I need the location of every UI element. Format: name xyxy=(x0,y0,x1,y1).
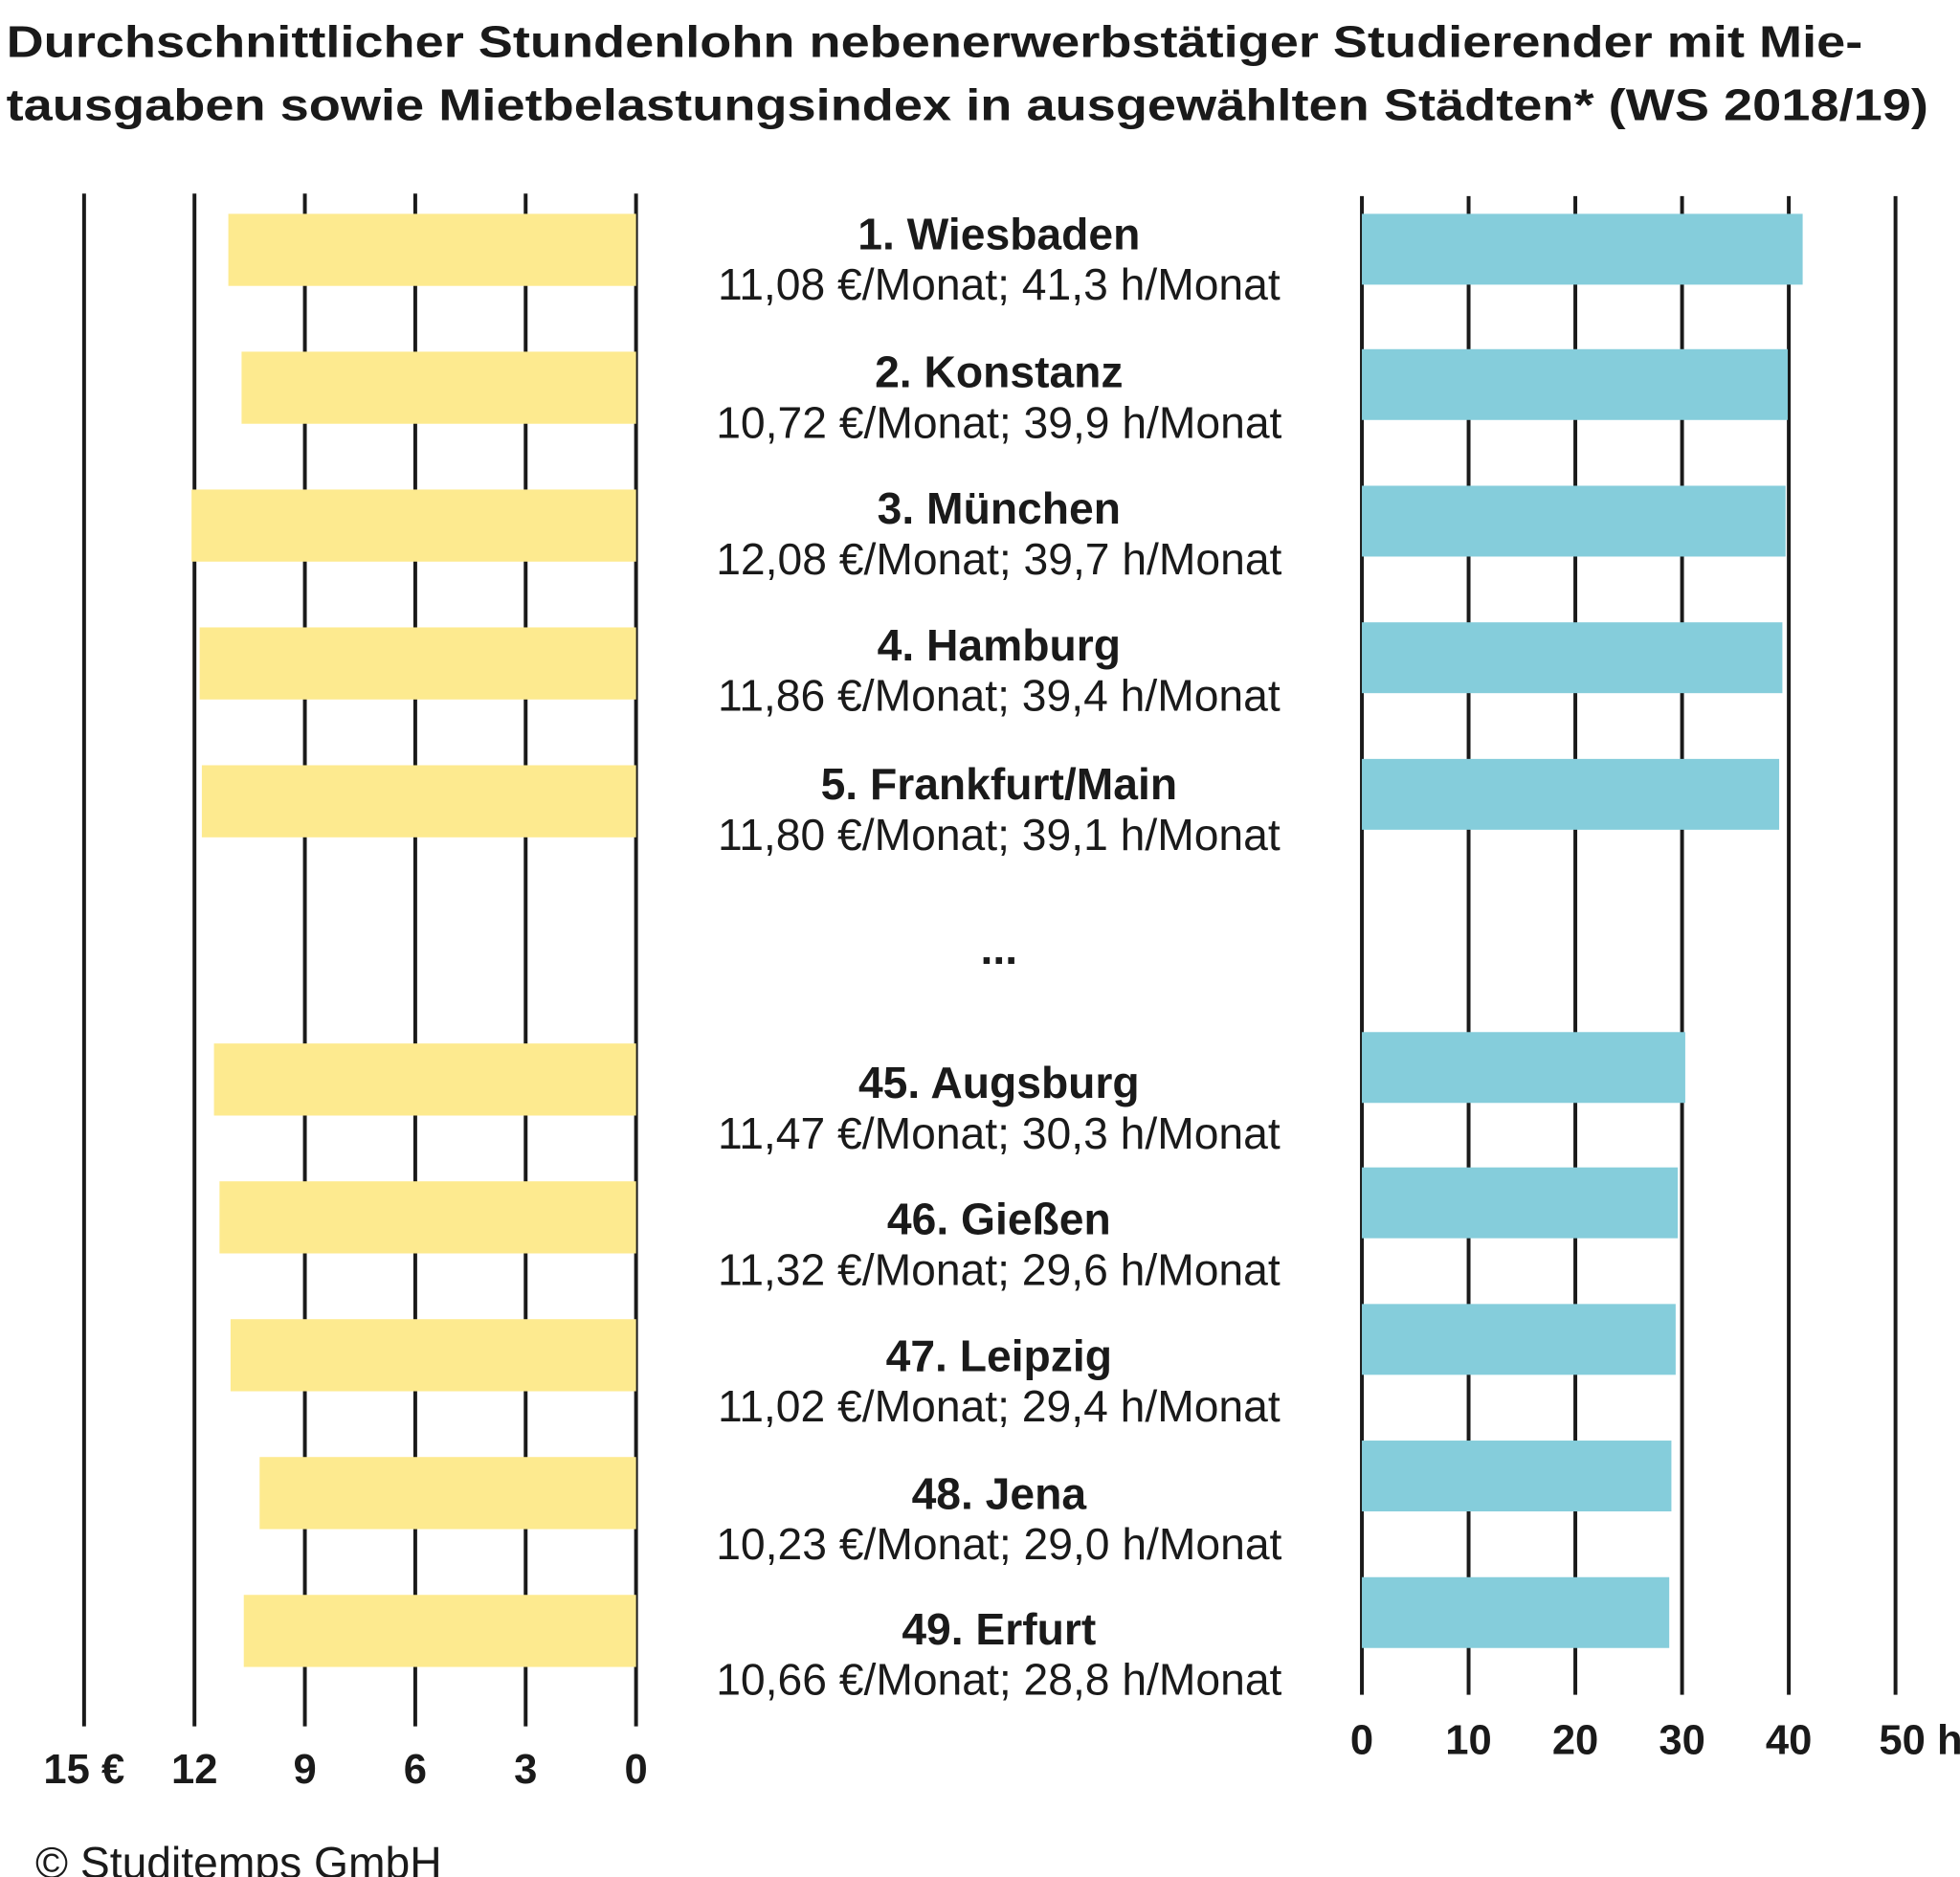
source-copyright: © Studitemps GmbH xyxy=(35,1838,442,1877)
city-name: 2. Konstanz xyxy=(875,346,1123,396)
bar-rent-hours xyxy=(1362,213,1803,285)
city-values: 10,66 €/Monat; 28,8 h/Monat xyxy=(716,1655,1281,1705)
city-values: 11,80 €/Monat; 39,1 h/Monat xyxy=(718,810,1281,860)
chart-title-line-1: Durchschnittlicher Stundenlohn nebenerwe… xyxy=(7,17,1863,67)
city-values: 11,47 €/Monat; 30,3 h/Monat xyxy=(718,1108,1281,1158)
bar-rent-hours xyxy=(1362,1441,1672,1512)
bar-rent-hours xyxy=(1362,348,1788,420)
city-values: 10,23 €/Monat; 29,0 h/Monat xyxy=(716,1519,1281,1569)
city-values: 11,08 €/Monat; 41,3 h/Monat xyxy=(718,259,1281,309)
city-name: 5. Frankfurt/Main xyxy=(821,759,1178,809)
tick-label-left: 0 xyxy=(624,1747,647,1793)
tick-label-left: 9 xyxy=(293,1747,316,1793)
city-name: 48. Jena xyxy=(912,1468,1087,1518)
tick-label-right: 50 h xyxy=(1879,1718,1960,1764)
tick-label-left: 3 xyxy=(514,1747,537,1793)
tick-label-right: 20 xyxy=(1552,1718,1599,1764)
bar-hourly-wage xyxy=(219,1181,636,1254)
bar-hourly-wage xyxy=(241,351,636,424)
bar-rent-hours xyxy=(1362,485,1786,557)
axis-ticks: 15 €12 9 6 3 00 10 20 30 40 50 h xyxy=(43,1718,1960,1793)
bar-hourly-wage xyxy=(228,213,636,286)
tick-label-right: 30 xyxy=(1659,1718,1705,1764)
city-values: 11,86 €/Monat; 39,4 h/Monat xyxy=(718,671,1281,721)
tick-label-right: 0 xyxy=(1350,1718,1373,1764)
bar-hourly-wage xyxy=(230,1319,636,1392)
tick-label-left: 15 € xyxy=(43,1747,124,1793)
bar-rent-hours xyxy=(1362,1032,1685,1104)
gap-ellipsis: ... xyxy=(981,924,1018,973)
tick-label-left: 6 xyxy=(404,1747,427,1793)
bar-hourly-wage xyxy=(191,489,636,562)
bars xyxy=(191,213,1803,1667)
city-values: 11,02 €/Monat; 29,4 h/Monat xyxy=(718,1381,1281,1431)
city-name: 47. Leipzig xyxy=(886,1330,1112,1380)
tick-label-left: 12 xyxy=(171,1747,218,1793)
bar-rent-hours xyxy=(1362,622,1783,694)
bar-rent-hours xyxy=(1362,758,1780,830)
bar-hourly-wage xyxy=(199,627,636,700)
city-name: 49. Erfurt xyxy=(902,1604,1096,1654)
bar-hourly-wage xyxy=(259,1457,636,1530)
tick-label-right: 40 xyxy=(1766,1718,1813,1764)
city-name: 3. München xyxy=(878,483,1121,533)
bar-rent-hours xyxy=(1362,1576,1670,1648)
city-values: 12,08 €/Monat; 39,7 h/Monat xyxy=(716,534,1281,584)
city-values: 10,72 €/Monat; 39,9 h/Monat xyxy=(716,397,1281,447)
bar-rent-hours xyxy=(1362,1304,1676,1375)
tick-label-right: 10 xyxy=(1445,1718,1492,1764)
bar-hourly-wage xyxy=(213,1043,636,1116)
left-gridlines xyxy=(81,193,638,1727)
city-name: 46. Gießen xyxy=(887,1195,1111,1244)
chart-title-line-2: tausgaben sowie Mietbelastungsindex in a… xyxy=(7,80,1928,130)
city-name: 1. Wiesbaden xyxy=(858,209,1140,258)
bar-hourly-wage xyxy=(243,1595,636,1667)
city-name: 4. Hamburg xyxy=(878,620,1121,670)
bar-rent-hours xyxy=(1362,1167,1679,1239)
city-name: 45. Augsburg xyxy=(858,1058,1140,1107)
city-values: 11,32 €/Monat; 29,6 h/Monat xyxy=(718,1245,1281,1295)
bar-hourly-wage xyxy=(201,765,636,838)
